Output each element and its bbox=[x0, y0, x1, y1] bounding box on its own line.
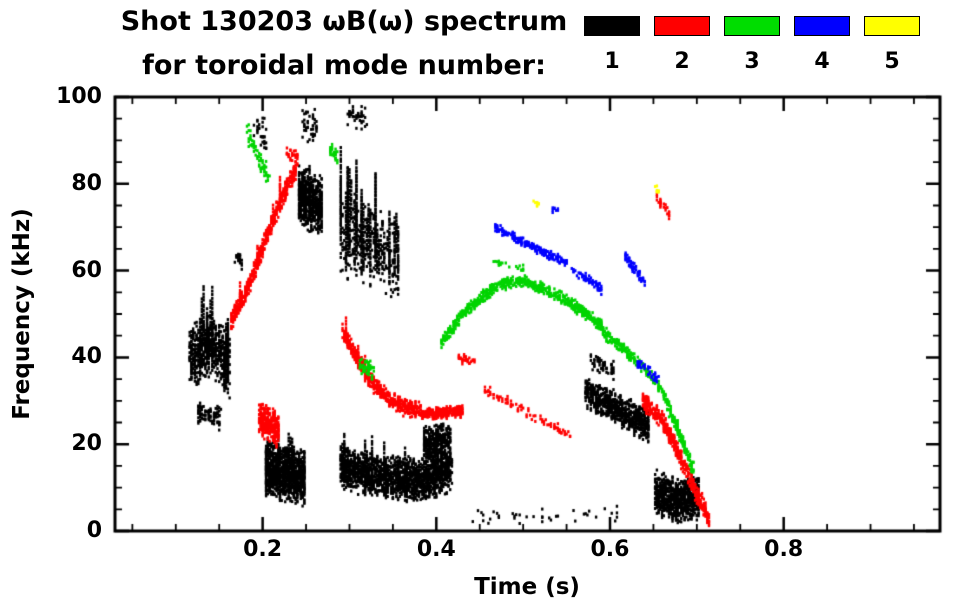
x-tick-label: 0.2 bbox=[243, 537, 283, 562]
legend-swatch-n5 bbox=[864, 16, 920, 36]
legend-item-n2: 2 bbox=[654, 16, 710, 74]
y-axis-title: Frequency (kHz) bbox=[9, 208, 35, 420]
legend-swatch-n3 bbox=[724, 16, 780, 36]
y-tick-label: 80 bbox=[71, 170, 102, 196]
legend-label-n1: 1 bbox=[604, 49, 620, 74]
y-tick-label: 100 bbox=[56, 84, 102, 109]
legend-label-n4: 4 bbox=[814, 49, 830, 74]
x-axis-title: Time (s) bbox=[474, 574, 580, 600]
mode-legend: 1 2 3 4 5 bbox=[584, 16, 920, 74]
legend-item-n5: 5 bbox=[864, 16, 920, 74]
y-tick-label: 60 bbox=[71, 257, 102, 283]
x-tick-label: 0.6 bbox=[590, 537, 630, 562]
chart-subtitle: for toroidal mode number: bbox=[142, 50, 546, 81]
legend-label-n5: 5 bbox=[884, 49, 900, 74]
y-tick-label: 40 bbox=[71, 344, 102, 370]
legend-item-n3: 3 bbox=[724, 16, 780, 74]
legend-swatch-n2 bbox=[654, 16, 710, 36]
legend-item-n1: 1 bbox=[584, 16, 640, 74]
x-tick-label: 0.8 bbox=[764, 537, 804, 562]
legend-label-n2: 2 bbox=[674, 49, 690, 74]
legend-swatch-n4 bbox=[794, 16, 850, 36]
legend-item-n4: 4 bbox=[794, 16, 850, 74]
y-tick-label: 20 bbox=[71, 431, 102, 457]
chart-title: Shot 130203 ωB(ω) spectrum bbox=[120, 6, 568, 37]
y-tick-label: 0 bbox=[86, 518, 102, 543]
legend-swatch-n1 bbox=[584, 16, 640, 36]
x-tick-label: 0.4 bbox=[416, 537, 456, 562]
legend-label-n3: 3 bbox=[744, 49, 760, 74]
